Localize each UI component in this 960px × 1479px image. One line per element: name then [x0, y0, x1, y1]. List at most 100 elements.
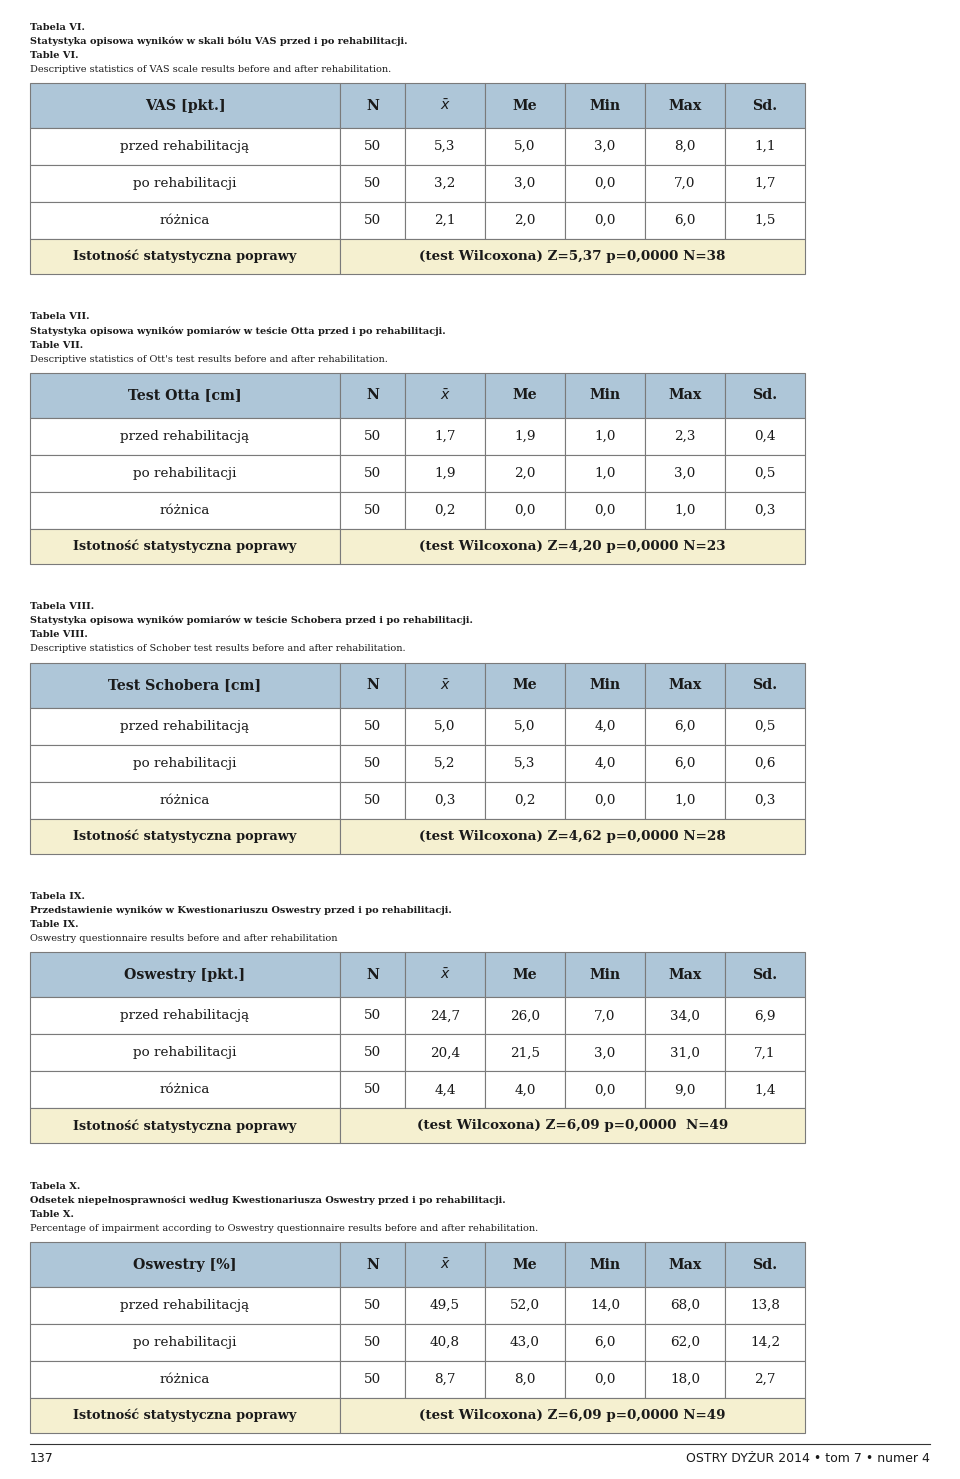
Text: VAS [pkt.]: VAS [pkt.] — [145, 99, 226, 112]
Bar — [30, 707, 340, 745]
Text: 1,1: 1,1 — [755, 141, 776, 154]
Text: różnica: różnica — [159, 1084, 210, 1096]
Text: 0,3: 0,3 — [755, 794, 776, 806]
Text: 31,0: 31,0 — [670, 1047, 700, 1059]
Text: 14,0: 14,0 — [590, 1299, 620, 1312]
Text: Max: Max — [668, 99, 702, 112]
Bar — [30, 129, 340, 166]
Bar — [485, 1034, 565, 1071]
Text: Max: Max — [668, 389, 702, 402]
Text: 2,7: 2,7 — [755, 1373, 776, 1386]
Bar — [645, 1324, 725, 1361]
Text: po rehabilitacji: po rehabilitacji — [133, 1336, 237, 1349]
Text: 50: 50 — [364, 504, 381, 518]
Bar — [725, 373, 805, 419]
Text: N: N — [366, 967, 379, 982]
Bar — [30, 663, 340, 707]
Bar — [565, 952, 645, 997]
Text: Min: Min — [589, 1257, 620, 1272]
Text: Istotność statystyczna poprawy: Istotność statystyczna poprawy — [73, 1120, 297, 1133]
Bar — [565, 997, 645, 1034]
Text: 0,0: 0,0 — [594, 504, 615, 518]
Text: Max: Max — [668, 967, 702, 982]
Text: przed rehabilitacją: przed rehabilitacją — [120, 141, 250, 154]
Text: 5,3: 5,3 — [434, 141, 456, 154]
Bar — [645, 707, 725, 745]
Text: 50: 50 — [364, 1373, 381, 1386]
Bar — [645, 997, 725, 1034]
Bar — [725, 952, 805, 997]
Bar — [725, 456, 805, 493]
Bar — [405, 1287, 485, 1324]
Bar — [485, 129, 565, 166]
Bar — [645, 1071, 725, 1108]
Text: 1,4: 1,4 — [755, 1084, 776, 1096]
Text: Descriptive statistics of Ott's test results before and after rehabilitation.: Descriptive statistics of Ott's test res… — [30, 355, 388, 364]
Text: różnica: różnica — [159, 214, 210, 228]
Text: N: N — [366, 1257, 379, 1272]
Text: 0,5: 0,5 — [755, 720, 776, 732]
Bar — [340, 373, 405, 419]
Bar — [485, 1324, 565, 1361]
Text: po rehabilitacji: po rehabilitacji — [133, 757, 237, 769]
Bar — [725, 782, 805, 819]
Bar — [30, 203, 340, 240]
Bar — [340, 166, 405, 203]
Text: 0,3: 0,3 — [755, 504, 776, 518]
Text: 1,0: 1,0 — [594, 430, 615, 444]
Text: 8,0: 8,0 — [515, 1373, 536, 1386]
Text: Tabela VII.: Tabela VII. — [30, 312, 89, 321]
Text: (test Wilcoxona) Z=6,09 p=0,0000 N=49: (test Wilcoxona) Z=6,09 p=0,0000 N=49 — [420, 1409, 726, 1423]
Bar — [30, 1398, 340, 1433]
Text: Min: Min — [589, 679, 620, 692]
Bar — [485, 203, 565, 240]
Text: Tabela X.: Tabela X. — [30, 1182, 81, 1191]
Text: 1,5: 1,5 — [755, 214, 776, 228]
Text: 52,0: 52,0 — [510, 1299, 540, 1312]
Bar — [30, 83, 340, 129]
Bar — [405, 419, 485, 456]
Bar — [485, 663, 565, 707]
Bar — [565, 707, 645, 745]
Bar — [725, 203, 805, 240]
Bar — [725, 707, 805, 745]
Bar — [340, 1287, 405, 1324]
Text: 1,9: 1,9 — [515, 430, 536, 444]
Bar — [565, 1034, 645, 1071]
Text: N: N — [366, 679, 379, 692]
Text: Sd.: Sd. — [753, 1257, 778, 1272]
Text: 34,0: 34,0 — [670, 1010, 700, 1022]
Text: Statystyka opisowa wyników w skali bólu VAS przed i po rehabilitacji.: Statystyka opisowa wyników w skali bólu … — [30, 37, 407, 46]
Bar — [30, 1324, 340, 1361]
Bar — [725, 997, 805, 1034]
Bar — [645, 782, 725, 819]
Bar — [725, 1324, 805, 1361]
Text: 8,0: 8,0 — [674, 141, 696, 154]
Text: po rehabilitacji: po rehabilitacji — [133, 177, 237, 191]
Bar — [30, 240, 340, 274]
Bar — [30, 373, 340, 419]
Bar — [340, 819, 805, 853]
Bar — [725, 493, 805, 529]
Text: 0,6: 0,6 — [755, 757, 776, 769]
Bar — [565, 493, 645, 529]
Bar — [645, 1287, 725, 1324]
Text: 0,0: 0,0 — [594, 1084, 615, 1096]
Text: Me: Me — [513, 679, 538, 692]
Text: Table VII.: Table VII. — [30, 340, 84, 349]
Bar — [405, 1034, 485, 1071]
Bar — [340, 129, 405, 166]
Bar — [405, 1071, 485, 1108]
Text: 8,7: 8,7 — [434, 1373, 456, 1386]
Bar — [340, 529, 805, 563]
Text: 1,7: 1,7 — [434, 430, 456, 444]
Text: (test Wilcoxona) Z=4,20 p=0,0000 N=23: (test Wilcoxona) Z=4,20 p=0,0000 N=23 — [420, 540, 726, 553]
Text: Odsetek niepełnosprawności według Kwestionariusza Oswestry przed i po rehabilita: Odsetek niepełnosprawności według Kwesti… — [30, 1195, 506, 1205]
Bar — [30, 456, 340, 493]
Bar — [485, 782, 565, 819]
Text: Table VI.: Table VI. — [30, 50, 79, 59]
Bar — [645, 129, 725, 166]
Text: (test Wilcoxona) Z=5,37 p=0,0000 N=38: (test Wilcoxona) Z=5,37 p=0,0000 N=38 — [420, 250, 726, 263]
Bar — [645, 419, 725, 456]
Bar — [340, 1324, 405, 1361]
